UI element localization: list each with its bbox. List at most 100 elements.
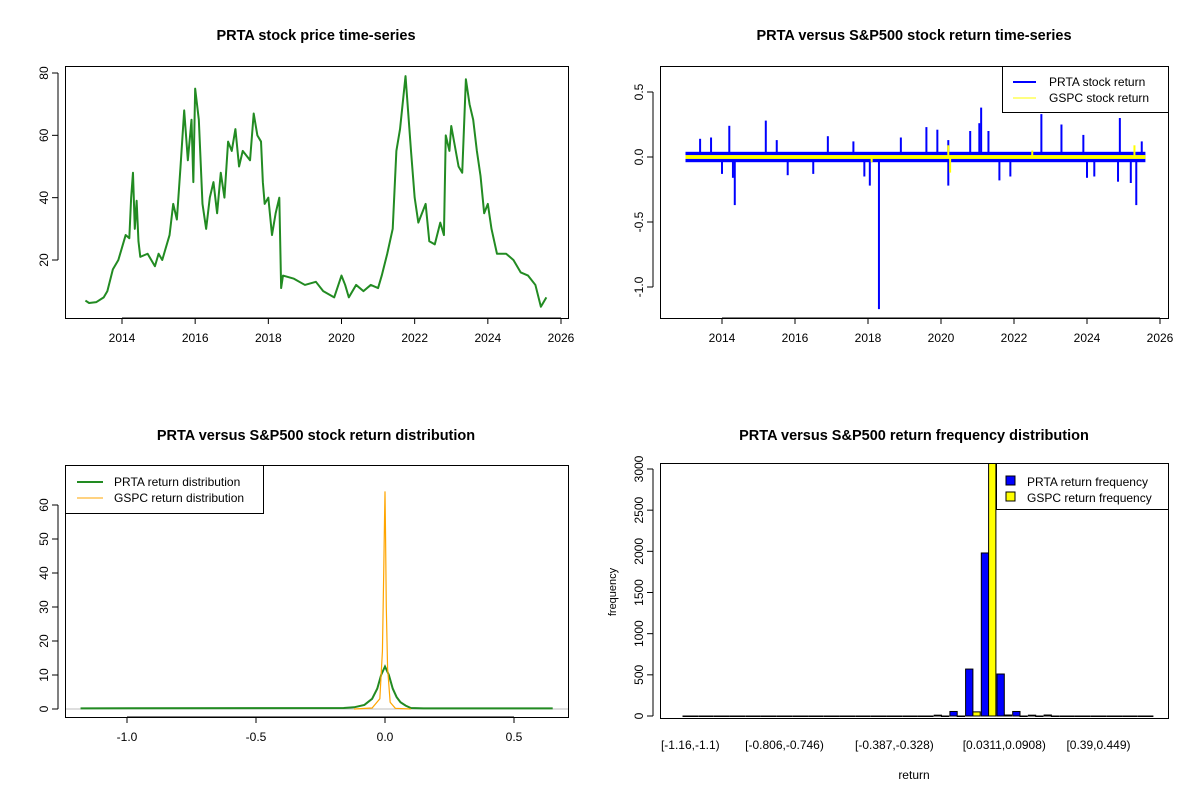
gspc-frequency-bar [815,715,824,717]
histogram-chart-title: PRTA versus S&P500 return frequency dist… [739,428,1089,444]
price-x-tick-label: 2020 [328,331,355,345]
histogram-plot-frame [660,463,1169,719]
prta-frequency-bar [1043,714,1052,717]
prta-frequency-bar [823,715,833,717]
price-y-tick-label: 60 [37,128,51,142]
density-y-tick-label: 10 [37,668,51,682]
gspc-frequency-bar [768,715,777,717]
density-y-tick-label: 40 [37,566,51,580]
gspc-frequency-bar [1066,715,1075,717]
gspc-frequency-bar [799,715,808,717]
gspc-frequency-bar [956,715,966,717]
legend-box [1002,66,1169,113]
prta-frequency-bar [1075,715,1084,717]
prta-frequency-bar [698,715,707,717]
prta-frequency-bar [808,715,817,717]
gspc-frequency-bar [893,715,903,717]
gspc-frequency-bar [1035,715,1044,717]
density-x-tick-label: -0.5 [246,730,267,744]
gspc-frequency-bar [1050,715,1060,717]
gspc-frequency-bar [925,715,934,717]
density-panel: PRTA versus S&P500 stock return distribu… [37,428,569,744]
density-x-tick-label: 0.5 [506,730,523,744]
histogram-y-tick-label: 1500 [632,579,646,606]
histogram-y-tick-label: 0 [632,712,646,719]
histogram-x-tick-label: [-1.16,-1.1) [661,738,720,752]
gspc-frequency-bar [846,715,856,717]
gspc-frequency-bar [689,715,699,717]
legend-prta-label: PRTA stock return [1049,75,1145,89]
gspc-frequency-bar [878,715,887,717]
gspc-frequency-bar [909,715,918,717]
returns-panel: PRTA versus S&P500 stock return time-ser… [632,28,1174,345]
price-panel: PRTA stock price time-series 2014 2016 201… [37,28,575,345]
legend-gspc-label: GSPC stock return [1049,91,1149,105]
gspc-frequency-bar [831,715,840,717]
legend-box [65,465,264,514]
histogram-x-tick-label: [-0.806,-0.746) [745,738,824,752]
returns-x-tick-label: 2026 [1147,331,1174,345]
gspc-frequency-bar [1098,715,1107,717]
legend-box [996,463,1169,510]
gspc-frequency-bar [1019,715,1028,717]
gspc-frequency-bar [862,715,871,717]
returns-y-tick-label: -1.0 [632,276,646,297]
gspc-frequency-bar [1129,715,1138,717]
prta-frequency-bar [870,715,880,717]
gspc-frequency-bar [1113,715,1123,717]
prta-frequency-bar [1012,710,1021,717]
gspc-frequency-bar [705,715,714,717]
histogram-y-tick-label: 3000 [632,455,646,482]
gspc-density-line [354,491,411,710]
gspc-frequency-bar [988,463,997,717]
prta-frequency-bar [1137,715,1147,717]
price-y-tick-label: 40 [37,191,51,205]
density-y-tick-label: 20 [37,634,51,648]
returns-x-tick-label: 2022 [1001,331,1028,345]
prta-frequency-bar [886,715,895,717]
gspc-frequency-bar [721,715,730,717]
histogram-panel: PRTA versus S&P500 return frequency dist… [607,428,1169,782]
prta-frequency-bar [949,710,958,717]
prta-frequency-bar [682,715,691,717]
density-chart-title: PRTA versus S&P500 stock return distribu… [157,428,475,444]
gspc-frequency-bar [1145,715,1154,717]
histogram-x-label: return [898,768,929,782]
gspc-frequency-bar [784,715,793,717]
histogram-x-tick-label: [0.39,0.449) [1066,738,1130,752]
returns-x-tick-label: 2020 [928,331,955,345]
legend-gspc-label: GSPC return frequency [1027,491,1152,505]
density-x-tick-label: 0.0 [377,730,394,744]
price-x-tick-label: 2022 [401,331,428,345]
prta-frequency-bar [1122,715,1131,717]
price-x-tick-label: 2014 [109,331,136,345]
legend-prta-label: PRTA return distribution [114,475,240,489]
prta-frequency-bar [761,715,770,717]
returns-legend: PRTA stock return GSPC stock return [1002,66,1169,113]
legend-prta-swatch [1005,475,1016,486]
gspc-frequency-bar [941,715,950,717]
prta-frequency-bar [792,715,801,717]
density-y-tick-label: 60 [37,498,51,512]
price-y-tick-label: 80 [37,66,51,80]
prta-frequency-bar [776,715,785,717]
prta-frequency-bar [933,714,943,717]
histogram-y-tick-label: 2000 [632,538,646,565]
prta-density-line [80,664,553,710]
prta-frequency-bar [918,715,927,717]
legend-gspc-swatch [1005,491,1016,502]
returns-y-tick-label: 0.5 [632,83,646,100]
gspc-frequency-bar [736,715,746,717]
histogram-x-tick-label: [0.0311,0.0908) [963,738,1046,752]
returns-y-tick-label: 0.0 [632,148,646,165]
gspc-frequency-bar [1003,714,1013,717]
price-chart-title: PRTA stock price time-series [216,28,415,44]
density-x-tick-label: -1.0 [117,730,138,744]
returns-chart-title: PRTA versus S&P500 stock return time-ser… [756,28,1071,44]
legend-gspc-label: GSPC return distribution [114,491,244,505]
density-y-tick-label: 0 [37,705,51,712]
density-y-tick-label: 50 [37,532,51,546]
prta-frequency-bar [1027,714,1037,717]
prta-frequency-bar [729,715,738,717]
